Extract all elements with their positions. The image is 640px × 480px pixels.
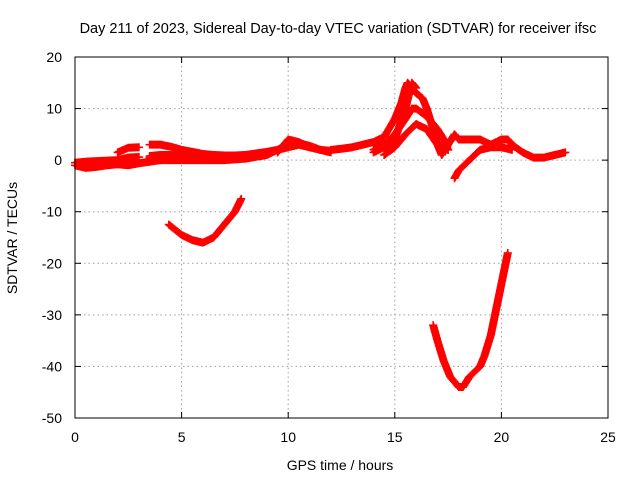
data-points [71,78,570,392]
data-point-segment [390,131,409,152]
x-tick-label: 5 [178,429,186,445]
plot-frame [74,56,609,419]
data-point [503,248,512,257]
y-tick-label: -20 [42,255,62,271]
data-point [412,83,421,92]
data-point-segment [390,100,405,123]
chart-title: Day 211 of 2023, Sidereal Day-to-day VTE… [80,21,597,37]
data-point-segment [480,332,495,361]
data-point-segment [465,363,484,381]
data-point-segment [230,196,245,216]
x-tick-label: 0 [71,429,79,445]
data-point-segment [209,221,228,242]
series-arc-3 [113,143,143,157]
data-point-segment [446,372,462,390]
data-point-segment [493,281,506,309]
data-point-segment [220,208,239,229]
data-point [444,145,453,154]
y-tick-label: 20 [46,49,62,65]
y-tick-label: -50 [42,410,62,426]
data-point-segment [465,146,484,165]
x-tick-label: 20 [494,429,510,445]
data-point-segment [273,136,292,157]
series-arc-14 [429,248,512,392]
data-point-segment [401,121,420,139]
data-point-segment [380,136,398,152]
series-arc-13 [164,194,246,247]
data-point-segment [412,104,430,120]
y-tick-label: -10 [42,204,62,220]
data-point-segment [497,250,512,288]
data-point-segment [433,336,448,364]
data-point [508,145,517,154]
data-point-segment [454,157,473,175]
data-point [134,153,143,162]
series-arc-7 [273,135,314,157]
data-point-segment [439,357,454,380]
y-tick-label: 0 [54,152,62,168]
x-tick-label: 10 [280,429,296,445]
data-point-segment [422,112,441,133]
data-point-segment [486,301,501,340]
data-point [237,194,246,203]
grid-lines [75,57,608,418]
data-point-segment [422,125,441,148]
x-tick-label: 25 [600,429,616,445]
data-point-segment [380,116,399,141]
data-point [561,148,570,157]
x-axis-label: GPS time / hours [287,457,394,473]
data-point-segment [450,130,462,143]
series-arc-11 [369,78,421,157]
y-axis-label: SDTVAR / TECUs [4,182,20,294]
data-point-segment [390,105,409,144]
x-tick-label: 15 [387,429,403,445]
series-arc-10 [380,120,453,159]
data-point-segment [380,144,398,159]
y-tick-label: 10 [46,101,62,117]
y-tick-label: -30 [42,307,62,323]
data-point [305,143,314,152]
y-tick-label: -40 [42,358,62,374]
data-point [134,143,143,152]
data-point-segment [407,78,420,91]
data-point-segment [164,220,185,238]
data-point-segment [412,89,426,102]
data-point-segment [503,135,516,148]
data-point-segment [508,140,526,156]
series-arc-12 [450,143,517,183]
